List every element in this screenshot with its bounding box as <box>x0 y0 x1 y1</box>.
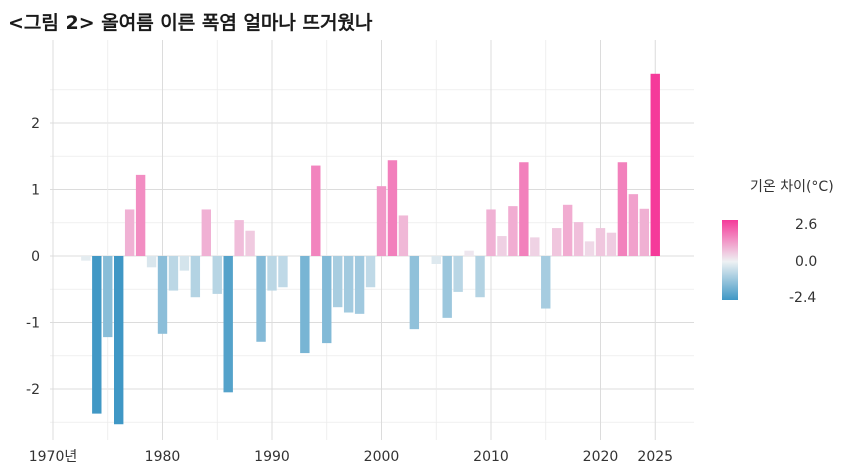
bar-2000 <box>376 186 387 257</box>
bar-1984 <box>201 209 211 256</box>
bar-1989 <box>256 256 266 342</box>
legend-color-bar <box>722 220 738 300</box>
bar-2021 <box>606 232 617 256</box>
bar-1977 <box>124 209 135 256</box>
bar-1997 <box>343 256 354 313</box>
bar-1986 <box>223 256 233 393</box>
bar-1974 <box>92 256 102 414</box>
x-tick-label: 1990 <box>254 449 290 465</box>
bar-2007 <box>453 256 463 292</box>
bar-2022 <box>617 162 628 257</box>
bar-2010 <box>486 209 496 256</box>
bar-1978 <box>135 174 146 256</box>
x-axis-ticks: 1970년 1980 1990 2000 2010 2020 2025 <box>29 449 673 465</box>
bar-1979 <box>146 256 157 268</box>
bar-1975 <box>103 256 113 338</box>
bar-1981 <box>168 256 179 291</box>
legend-max-label: 2.6 <box>795 217 817 233</box>
bar-1993 <box>300 256 310 354</box>
x-tick-label: 1980 <box>145 449 181 465</box>
bar-1980 <box>157 256 168 334</box>
bar-1990 <box>267 256 277 291</box>
legend-min-label: -2.4 <box>789 290 816 306</box>
bar-2003 <box>409 256 420 330</box>
bar-2025 <box>650 73 660 256</box>
bar-2017 <box>562 204 573 256</box>
y-tick-label: 2 <box>31 116 40 132</box>
bar-1983 <box>190 256 201 298</box>
y-tick-label: 0 <box>31 249 40 265</box>
x-tick-label: 2020 <box>583 449 619 465</box>
bar-2024 <box>639 208 649 256</box>
bar-2016 <box>552 228 562 256</box>
bars <box>81 73 660 425</box>
bar-2001 <box>387 160 398 256</box>
bar-2013 <box>519 162 529 257</box>
bar-2018 <box>573 222 584 256</box>
bar-2005 <box>431 256 441 264</box>
bar-1982 <box>179 256 190 271</box>
y-axis-ticks: -2 -1 0 1 2 <box>26 116 40 398</box>
bar-2015 <box>541 256 551 309</box>
bar-1991 <box>278 256 288 288</box>
x-tick-label: 2010 <box>473 449 509 465</box>
bar-1996 <box>333 256 343 308</box>
grid-lines <box>50 40 694 440</box>
color-legend: 기온 차이(°C) 2.6 0.0 -2.4 <box>722 179 834 306</box>
bar-1998 <box>354 256 365 314</box>
bar-2012 <box>508 206 518 257</box>
bar-1994 <box>311 165 321 256</box>
bar-2002 <box>398 215 409 256</box>
bar-1985 <box>212 256 222 294</box>
x-tick-label: 2000 <box>364 449 400 465</box>
chart-title: <그림 2> 올여름 이른 폭염 얼마나 뜨거웠나 <box>8 12 373 34</box>
y-tick-label: -2 <box>26 382 40 398</box>
bar-2006 <box>442 256 452 318</box>
x-tick-label: 1970년 <box>29 449 78 465</box>
legend-mid-label: 0.0 <box>795 254 817 270</box>
bar-2019 <box>584 241 595 256</box>
bar-2009 <box>475 256 485 298</box>
bar-2020 <box>595 228 606 256</box>
bar-2011 <box>497 236 507 256</box>
bar-1999 <box>365 256 376 288</box>
legend-title: 기온 차이(°C) <box>750 179 834 195</box>
bar-1995 <box>322 256 332 344</box>
bar-1976 <box>114 256 124 425</box>
bar-2023 <box>628 194 639 257</box>
y-tick-label: 1 <box>31 183 40 199</box>
bar-2014 <box>530 237 540 256</box>
bar-1988 <box>245 230 255 256</box>
bar-1987 <box>234 220 244 256</box>
y-tick-label: -1 <box>26 316 40 332</box>
bar-1973 <box>81 256 91 261</box>
x-tick-label: 2025 <box>637 449 673 465</box>
bar-2008 <box>464 250 474 256</box>
